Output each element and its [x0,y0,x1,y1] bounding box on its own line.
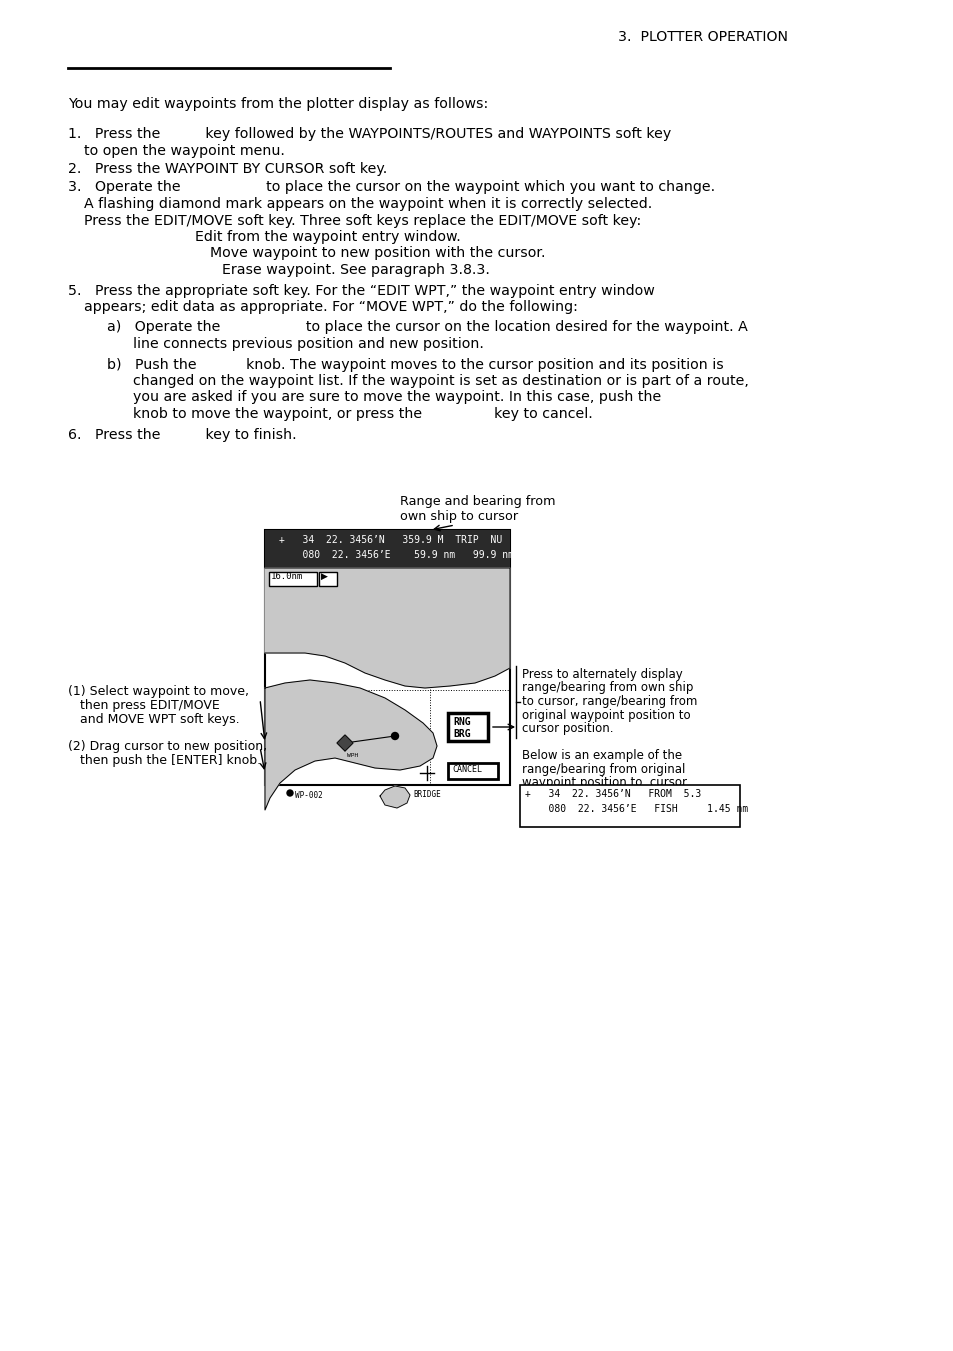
Text: +   34  22. 3456’N   359.9 M  TRIP  NU: + 34 22. 3456’N 359.9 M TRIP NU [278,535,501,544]
Text: WPH: WPH [347,753,358,758]
Text: appears; edit data as appropriate. For “MOVE WPT,” do the following:: appears; edit data as appropriate. For “… [84,300,578,313]
Text: own ship to cursor: own ship to cursor [399,509,517,523]
Bar [318,571,336,586]
Text: 080  22. 3456’E    59.9 nm   99.9 nm: 080 22. 3456’E 59.9 nm 99.9 nm [278,550,514,561]
Text: a)   Operate the                   to place the cursor on the location desired f: a) Operate the to place the cursor on th… [107,320,747,335]
Text: to cursor, range/bearing from: to cursor, range/bearing from [521,694,697,708]
Text: you are asked if you are sure to move the waypoint. In this case, push the: you are asked if you are sure to move th… [132,390,660,404]
Text: RNG: RNG [453,717,470,727]
Text: You may edit waypoints from the plotter display as follows:: You may edit waypoints from the plotter … [68,97,488,111]
Text: line connects previous position and new position.: line connects previous position and new … [132,336,483,351]
Polygon shape [336,735,353,751]
Circle shape [287,790,293,796]
Text: and MOVE WPT soft keys.: and MOVE WPT soft keys. [80,713,239,725]
Text: A flashing diamond mark appears on the waypoint when it is correctly selected.: A flashing diamond mark appears on the w… [84,197,652,211]
Text: 3.  PLOTTER OPERATION: 3. PLOTTER OPERATION [618,30,787,45]
Polygon shape [265,680,436,811]
Text: position.: position. [521,789,572,802]
Bar [448,763,497,780]
Text: 5.   Press the appropriate soft key. For the “EDIT WPT,” the waypoint entry wind: 5. Press the appropriate soft key. For t… [68,284,654,297]
Circle shape [391,732,398,739]
Text: Press to alternately display: Press to alternately display [521,667,682,681]
Text: original waypoint position to: original waypoint position to [521,708,690,721]
Polygon shape [265,567,510,688]
Text: (1) Select waypoint to move,: (1) Select waypoint to move, [68,685,249,698]
Text: Range and bearing from: Range and bearing from [399,494,555,508]
Text: 2.   Press the WAYPOINT BY CURSOR soft key.: 2. Press the WAYPOINT BY CURSOR soft key… [68,162,387,176]
Text: 1.   Press the          key followed by the WAYPOINTS/ROUTES and WAYPOINTS soft : 1. Press the key followed by the WAYPOIN… [68,127,671,141]
Text: 6.   Press the          key to finish.: 6. Press the key to finish. [68,427,296,442]
Text: 3.   Operate the                   to place the cursor on the waypoint which you: 3. Operate the to place the cursor on th… [68,181,715,195]
Text: to open the waypoint menu.: to open the waypoint menu. [84,143,285,158]
Bar [269,571,316,586]
Text: cursor position.: cursor position. [521,721,613,735]
Text: waypoint position to  cursor: waypoint position to cursor [521,775,686,789]
Text: WP-002: WP-002 [294,790,322,800]
Text: BRIDGE: BRIDGE [413,790,440,798]
Text: 16.0nm: 16.0nm [271,571,303,581]
Text: b)   Push the           knob. The waypoint moves to the cursor position and its : b) Push the knob. The waypoint moves to … [107,358,723,372]
Text: (2) Drag cursor to new position,: (2) Drag cursor to new position, [68,740,267,753]
Text: range/bearing from own ship: range/bearing from own ship [521,681,693,694]
Text: changed on the waypoint list. If the waypoint is set as destination or is part o: changed on the waypoint list. If the way… [132,374,748,388]
Bar [519,785,740,827]
Bar [265,530,510,785]
Text: 080  22. 3456’E   FISH     1.45 nm: 080 22. 3456’E FISH 1.45 nm [524,804,747,815]
Text: BRG: BRG [453,730,470,739]
Text: CANCEL: CANCEL [452,765,481,774]
Text: ▶: ▶ [320,571,328,581]
Text: Erase waypoint. See paragraph 3.8.3.: Erase waypoint. See paragraph 3.8.3. [222,263,489,277]
Text: then push the [ENTER] knob.: then push the [ENTER] knob. [80,754,261,767]
Text: Edit from the waypoint entry window.: Edit from the waypoint entry window. [194,230,460,245]
Polygon shape [379,786,410,808]
Text: Press the EDIT/MOVE soft key. Three soft keys replace the EDIT/MOVE soft key:: Press the EDIT/MOVE soft key. Three soft… [84,213,640,227]
Bar [448,713,488,740]
Text: Move waypoint to new position with the cursor.: Move waypoint to new position with the c… [210,246,545,261]
Text: range/bearing from original: range/bearing from original [521,762,684,775]
Text: Below is an example of the: Below is an example of the [521,748,681,762]
Bar [265,530,510,567]
Text: knob to move the waypoint, or press the                key to cancel.: knob to move the waypoint, or press the … [132,407,592,422]
Text: then press EDIT/MOVE: then press EDIT/MOVE [80,698,219,712]
Text: +   34  22. 3456’N   FROM  5.3: + 34 22. 3456’N FROM 5.3 [524,789,700,798]
